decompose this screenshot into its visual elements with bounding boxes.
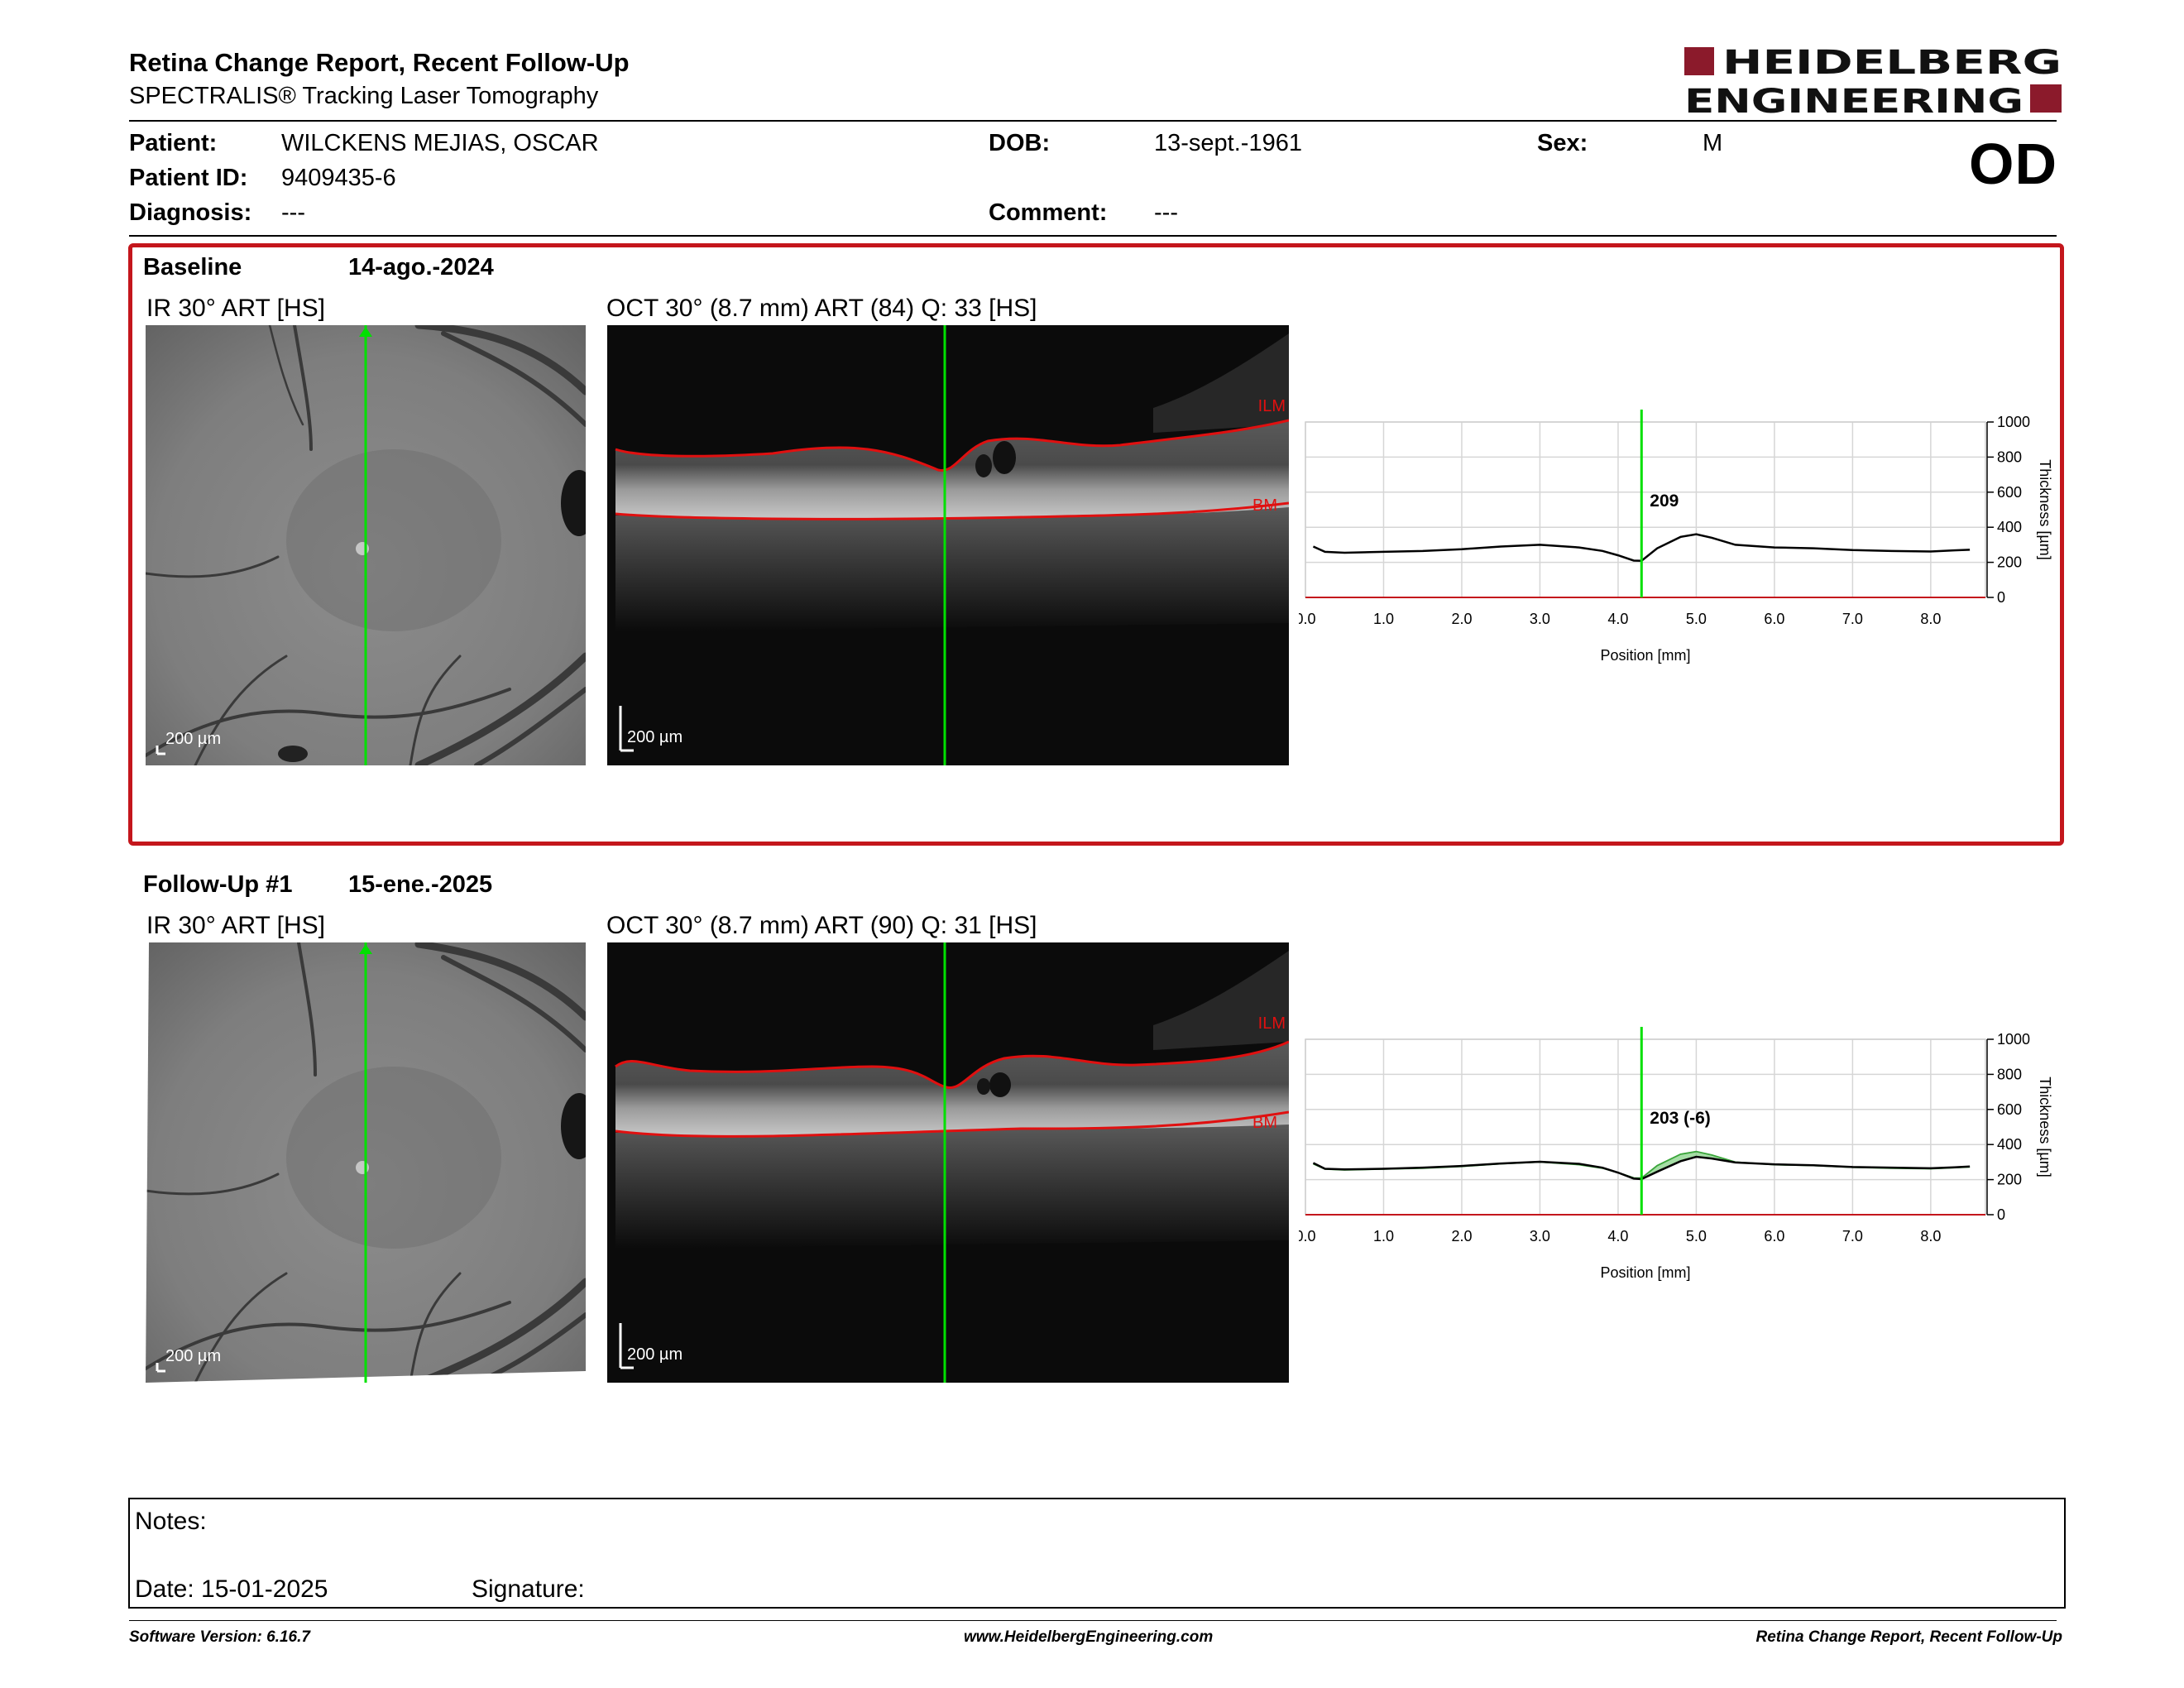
x-tick-label: 4.0: [1607, 611, 1628, 627]
patient-name: WILCKENS MEJIAS, OSCAR: [281, 130, 599, 156]
baseline-ilm-label: ILM: [1258, 397, 1286, 415]
x-tick-label: 3.0: [1530, 611, 1550, 627]
y-tick-label: 800: [1997, 1066, 2022, 1082]
x-tick-label: 7.0: [1842, 611, 1863, 627]
diagnosis-value: ---: [281, 199, 305, 226]
x-tick-label: 3.0: [1530, 1228, 1550, 1244]
followup-ir-caption: IR 30° ART [HS]: [146, 912, 325, 939]
y-tick-label: 400: [1997, 1136, 2022, 1153]
followup-date: 15-ene.-2025: [348, 871, 493, 898]
sex-value: M: [1703, 130, 1723, 156]
diagnosis-label: Diagnosis:: [129, 199, 252, 226]
patient-label: Patient:: [129, 130, 218, 156]
baseline-oct-scale-label: 200 µm: [627, 728, 683, 746]
x-tick-label: 4.0: [1607, 1228, 1628, 1244]
y-axis-title: Thickness [µm]: [2037, 1077, 2053, 1177]
comment-label: Comment:: [989, 199, 1108, 226]
header-divider: [129, 120, 2057, 122]
baseline-ir-caption: IR 30° ART [HS]: [146, 295, 325, 322]
followup-oct-scale-label: 200 µm: [627, 1345, 683, 1364]
dob-value: 13-sept.-1961: [1154, 130, 1302, 156]
followup-thickness-chart: 0 200 400 600 800 1000 0.0 1.0 2.0 3.0 4.0 5.0 6.0 7.…: [1299, 1027, 2053, 1281]
x-axis-title: Position [mm]: [1600, 1264, 1690, 1281]
followup-label: Follow-Up #1: [143, 871, 293, 898]
cursor-thickness-label: 209: [1650, 492, 1679, 511]
patient-id-label: Patient ID:: [129, 165, 248, 191]
footer-software-version: Software Version: 6.16.7: [129, 1628, 310, 1646]
patient-divider: [129, 235, 2057, 237]
y-tick-label: 200: [1997, 554, 2022, 571]
signature-label: Signature:: [472, 1575, 585, 1603]
notes-label: Notes:: [135, 1508, 207, 1535]
baseline-thickness-chart: 0 200 400 600 800 1000 0.0 1.0 2.0 3.0 4.0 5.0 6.0 7.…: [1299, 410, 2053, 664]
y-tick-label: 200: [1997, 1172, 2022, 1188]
y-tick-label: 800: [1997, 448, 2022, 465]
x-tick-label: 8.0: [1920, 611, 1941, 627]
baseline-bm-label: BM: [1252, 496, 1277, 515]
followup-oct-bscan-image[interactable]: ILM BM 200 µm: [607, 942, 1289, 1383]
heidelberg-logo: HEIDELBERG ENGINEERING: [1679, 43, 2068, 121]
y-tick-label: 600: [1997, 484, 2022, 501]
followup-oct-caption: OCT 30° (8.7 mm) ART (90) Q: 31 [HS]: [606, 912, 1037, 939]
x-tick-label: 1.0: [1373, 611, 1394, 627]
followup-ir-scale-label: 200 µm: [165, 1347, 222, 1365]
footer-report-name: Retina Change Report, Recent Follow-Up: [1755, 1628, 2062, 1646]
baseline-date: 14-ago.-2024: [348, 254, 494, 281]
x-tick-label: 8.0: [1920, 1228, 1941, 1244]
followup-ir-fundus-image[interactable]: 200 µm: [146, 942, 586, 1383]
logo-line1: HEIDELBERG: [1722, 44, 2062, 82]
baseline-highlight-frame: [128, 243, 2064, 846]
report-title: Retina Change Report, Recent Follow-Up: [129, 48, 630, 77]
y-tick-label: 0: [1997, 1206, 2005, 1223]
baseline-ir-scale-label: 200 µm: [165, 730, 222, 748]
x-tick-label: 5.0: [1686, 1228, 1707, 1244]
patient-id-value: 9409435-6: [281, 165, 396, 191]
y-axis-title: Thickness [µm]: [2037, 459, 2053, 559]
x-tick-label: 7.0: [1842, 1228, 1863, 1244]
x-tick-label: 1.0: [1373, 1228, 1394, 1244]
x-tick-label: 5.0: [1686, 611, 1707, 627]
y-tick-label: 600: [1997, 1101, 2022, 1118]
plot-frame: [1305, 421, 1986, 598]
sex-label: Sex:: [1537, 130, 1588, 156]
x-tick-label: 0.0: [1299, 611, 1316, 627]
y-tick-label: 0: [1997, 589, 2005, 606]
y-tick-label: 1000: [1997, 414, 2030, 430]
baseline-oct-bscan-image[interactable]: ILM BM 200 µm: [607, 325, 1289, 765]
notes-date: Date: 15-01-2025: [135, 1575, 328, 1603]
x-tick-label: 6.0: [1764, 1228, 1784, 1244]
footer-divider: [129, 1620, 2057, 1621]
baseline-oct-caption: OCT 30° (8.7 mm) ART (84) Q: 33 [HS]: [606, 295, 1037, 322]
plot-frame: [1305, 1038, 1986, 1216]
eye-indicator: OD: [1969, 132, 2057, 196]
report-subtitle: SPECTRALIS® Tracking Laser Tomography: [129, 83, 599, 109]
followup-ilm-label: ILM: [1258, 1014, 1286, 1033]
notes-box: Notes: Date: 15-01-2025 Signature:: [128, 1498, 2066, 1609]
y-tick-label: 1000: [1997, 1031, 2030, 1048]
footer-website-link[interactable]: www.HeidelbergEngineering.com: [964, 1628, 1214, 1646]
followup-bm-label: BM: [1252, 1114, 1277, 1132]
y-tick-label: 400: [1997, 519, 2022, 535]
logo-line2: ENGINEERING: [1684, 83, 2024, 117]
x-tick-label: 2.0: [1451, 611, 1472, 627]
x-tick-label: 2.0: [1451, 1228, 1472, 1244]
baseline-label: Baseline: [143, 254, 242, 281]
x-tick-label: 0.0: [1299, 1228, 1316, 1244]
dob-label: DOB:: [989, 130, 1051, 156]
x-axis-title: Position [mm]: [1600, 647, 1690, 664]
baseline-ir-fundus-image[interactable]: 200 µm: [146, 325, 586, 765]
x-tick-label: 6.0: [1764, 611, 1784, 627]
cursor-thickness-label: 203 (-6): [1650, 1109, 1711, 1128]
comment-value: ---: [1154, 199, 1178, 226]
